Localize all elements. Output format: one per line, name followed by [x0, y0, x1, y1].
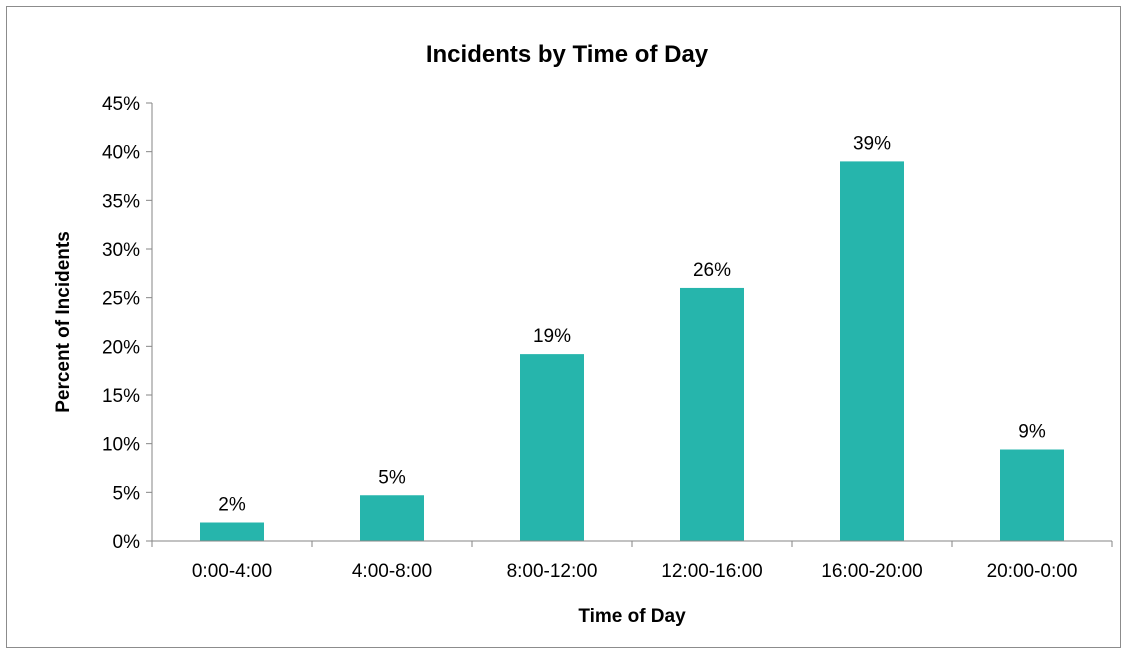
bar: [520, 354, 584, 541]
x-tick-label: 20:00-0:00: [987, 561, 1078, 582]
y-tick-label: 40%: [102, 143, 140, 164]
y-tick-label: 15%: [102, 386, 140, 407]
data-label: 9%: [1018, 422, 1046, 443]
bar: [680, 287, 744, 541]
y-tick-label: 35%: [102, 191, 140, 212]
x-tick-label: 16:00-20:00: [821, 561, 922, 582]
y-tick-label: 10%: [102, 435, 140, 456]
y-tick-label: 30%: [102, 240, 140, 261]
y-tick-label: 45%: [102, 94, 140, 115]
bar: [1000, 449, 1064, 541]
y-axis: 0% 5% 10% 15% 20% 25% 30% 35% 40% 45%: [102, 94, 153, 553]
data-label: 39%: [853, 133, 891, 154]
x-tick-label: 4:00-8:00: [352, 561, 432, 582]
y-tick-label: 5%: [113, 483, 141, 504]
x-tick-label: 8:00-12:00: [507, 561, 598, 582]
x-tick-label: 12:00-16:00: [661, 561, 762, 582]
y-tick-label: 20%: [102, 337, 140, 358]
y-tick-label: 0%: [113, 532, 141, 553]
chart-title: Incidents by Time of Day: [426, 41, 709, 68]
x-tick-label: 0:00-4:00: [192, 561, 272, 582]
y-tick-label: 25%: [102, 289, 140, 310]
data-label: 2%: [218, 495, 246, 516]
bar: [840, 161, 904, 541]
bar: [360, 495, 424, 541]
x-axis-title: Time of Day: [578, 606, 686, 627]
data-label: 5%: [378, 467, 406, 488]
bars-group: 2% 5% 19% 26% 39% 9%: [200, 133, 1064, 541]
data-label: 26%: [693, 260, 731, 281]
y-axis-title: Percent of Incidents: [53, 231, 74, 413]
data-label: 19%: [533, 326, 571, 347]
x-axis: 0:00-4:00 4:00-8:00 8:00-12:00 12:00-16:00 1…: [151, 540, 1113, 582]
bar: [200, 522, 264, 541]
